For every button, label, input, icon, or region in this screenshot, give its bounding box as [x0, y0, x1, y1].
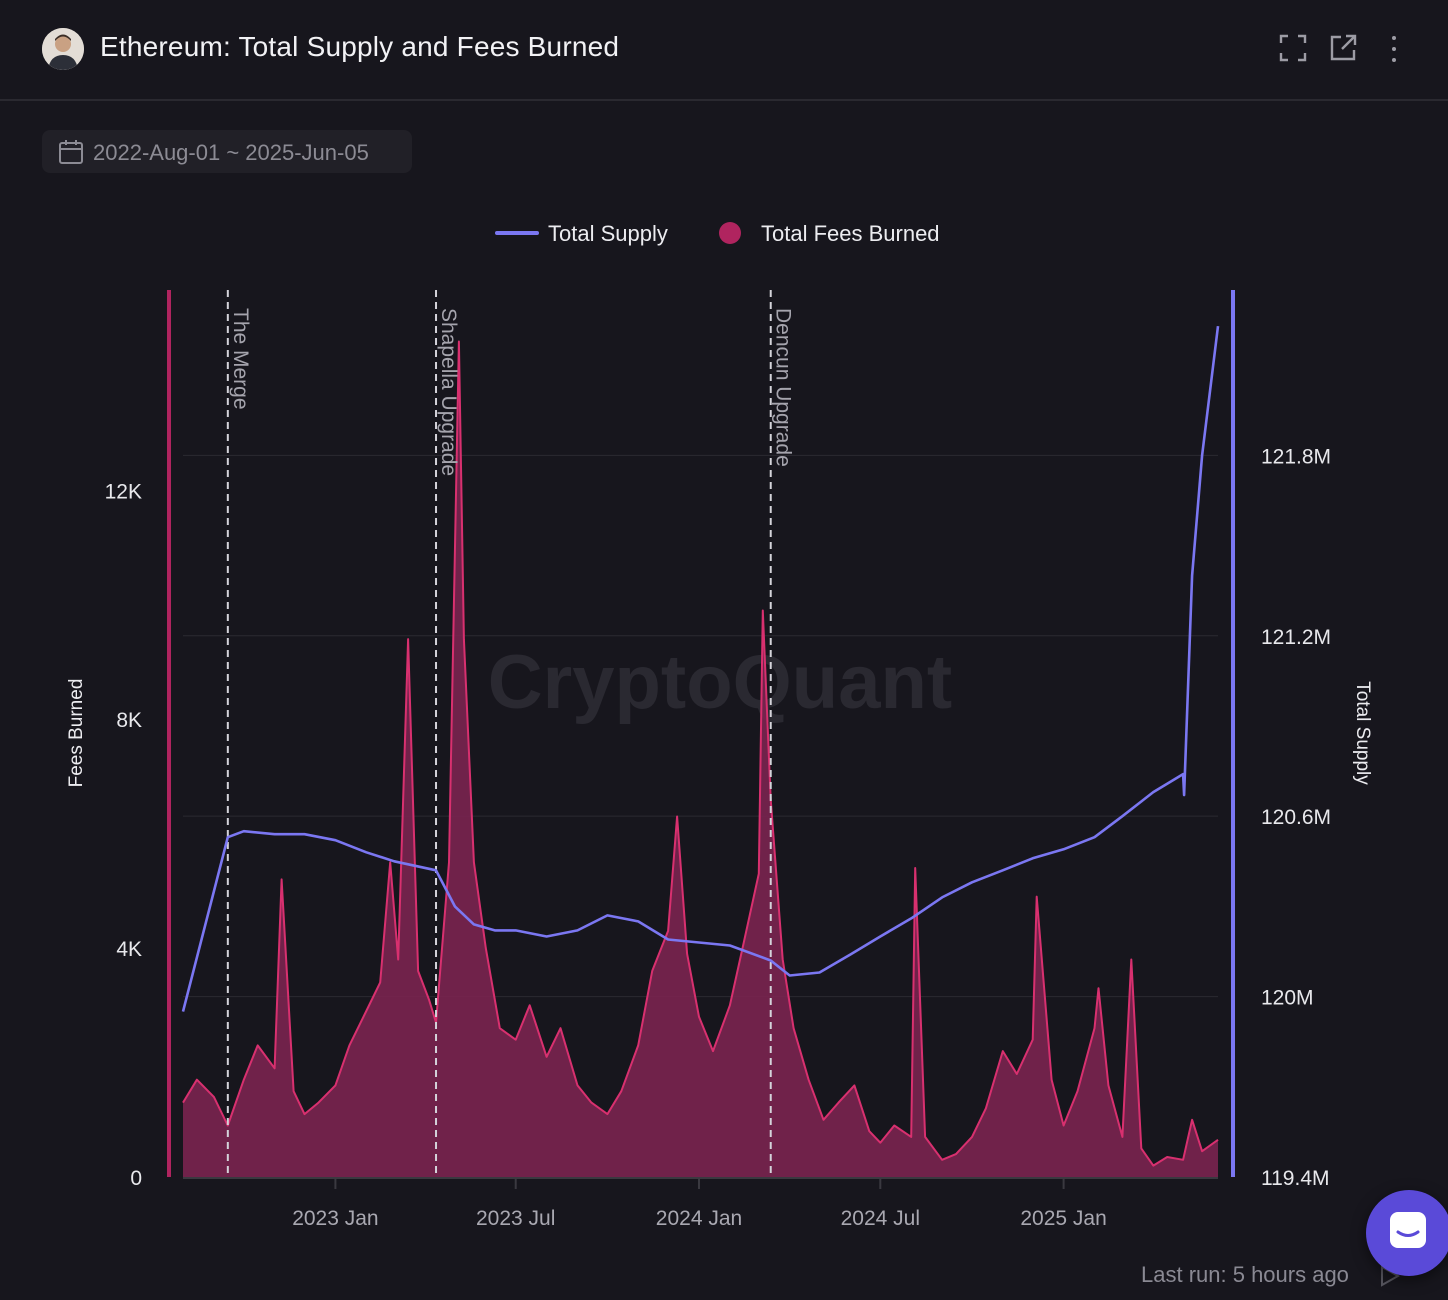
y-right-tick-label: 121.8M: [1261, 445, 1331, 468]
fullscreen-icon: [1279, 34, 1307, 62]
more-vertical-icon: [1392, 36, 1396, 62]
event-label: The Merge: [229, 308, 252, 410]
last-run-text: Last run: 5 hours ago: [1141, 1262, 1349, 1287]
date-range-text: 2022-Aug-01 ~ 2025-Jun-05: [93, 140, 369, 165]
y-left-tick-label: 8K: [116, 709, 142, 732]
legend-label: Total Supply: [548, 221, 668, 246]
chat-support-button[interactable]: [1366, 1190, 1448, 1276]
legend-line-swatch: [495, 231, 539, 235]
legend-dot-swatch: [719, 222, 741, 244]
x-tick-label: 2023 Jul: [476, 1207, 555, 1230]
chat-icon: [1390, 1212, 1426, 1248]
y-right-tick-label: 121.2M: [1261, 626, 1331, 649]
chart-header: Ethereum: Total Supply and Fees Burned: [0, 0, 1448, 101]
fees-burned-area: [183, 341, 1218, 1177]
y-left-tick-label: 4K: [116, 938, 142, 961]
y-right-tick-label: 120M: [1261, 987, 1314, 1010]
external-link-icon: [1330, 34, 1357, 61]
watermark-text: CryptoQuant: [488, 640, 952, 725]
y-left-tick-label: 0: [130, 1167, 142, 1190]
x-tick-label: 2023 Jan: [292, 1207, 378, 1230]
more-options-button[interactable]: [1378, 32, 1410, 64]
legend-label: Total Fees Burned: [761, 221, 940, 246]
event-label: Dencun Upgrade: [772, 308, 795, 467]
y-right-axis-title: Total Supply: [1352, 681, 1373, 785]
chart-title: Ethereum: Total Supply and Fees Burned: [100, 31, 620, 62]
y-right-tick-label: 120.6M: [1261, 806, 1331, 829]
fees-burned-line: [182, 340, 1219, 1167]
chart-legend: Total Supply Total Fees Burned: [0, 216, 1448, 250]
date-range-picker[interactable]: 2022-Aug-01 ~ 2025-Jun-05: [42, 130, 412, 173]
y-right-tick-label: 119.4M: [1261, 1167, 1330, 1190]
event-label: Shapella Upgrade: [437, 308, 460, 476]
author-avatar[interactable]: [42, 28, 84, 70]
legend-item-total-fees-burned[interactable]: Total Fees Burned: [719, 216, 949, 250]
x-tick-label: 2025 Jan: [1020, 1207, 1106, 1230]
x-tick-label: 2024 Jan: [656, 1207, 742, 1230]
y-left-tick-label: 12K: [105, 480, 142, 503]
legend-item-total-supply[interactable]: Total Supply: [495, 216, 680, 250]
calendar-icon: [59, 140, 83, 164]
fullscreen-button[interactable]: [1277, 32, 1309, 64]
x-tick-label: 2024 Jul: [841, 1207, 920, 1230]
open-external-button[interactable]: [1327, 32, 1359, 64]
y-left-axis-title: Fees Burned: [66, 679, 87, 788]
total-supply-line: [181, 325, 1220, 1012]
